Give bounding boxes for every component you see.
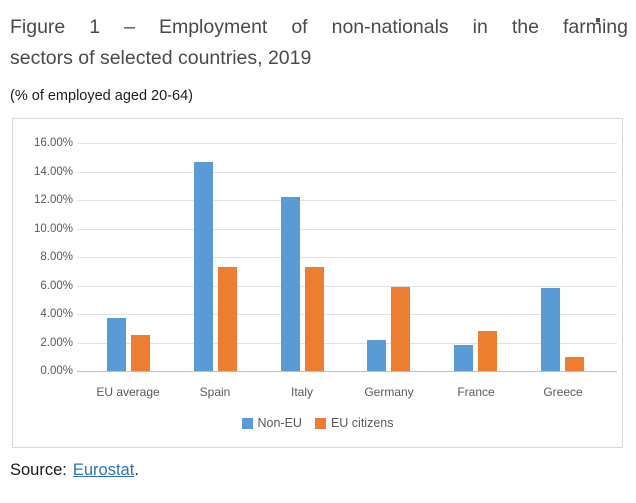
figure-subtitle: (% of employed aged 20-64) [10,88,193,104]
gridline [77,143,617,144]
figure-title: Figure 1 – Employment of non-nationals i… [10,12,628,74]
legend-label-eu-citizens: EU citizens [330,416,394,430]
y-tick-label: 10.00% [33,223,73,235]
category-label-france: France [457,385,495,399]
bar-non-eu-germany [367,340,386,371]
legend: Non-EU EU citizens [241,416,394,430]
bar-non-eu-spain [194,162,213,371]
gridline [77,257,617,258]
speck [596,18,600,22]
bar-non-eu-greece [541,288,560,371]
bar-eu-citizens-germany [391,287,410,371]
y-tick-label: 4.00% [40,308,73,320]
gridline [77,314,617,315]
x-axis-line [77,371,617,372]
source-suffix: . [134,461,139,479]
bar-non-eu-italy [281,197,300,371]
bar-non-eu-eu-average [107,318,126,371]
gridline [77,172,617,173]
legend-item-non-eu: Non-EU [241,416,302,430]
y-tick-label: 16.00% [33,137,73,149]
gridline [77,286,617,287]
category-label-italy: Italy [290,385,313,399]
source-label: Source: [10,461,67,479]
bar-eu-citizens-eu-average [131,335,150,371]
category-label-eu-average: EU average [96,385,160,399]
gridline [77,343,617,344]
gridline [77,229,617,230]
source-link[interactable]: Eurostat [72,461,135,479]
bar-eu-citizens-greece [565,357,584,371]
bar-eu-citizens-spain [218,267,237,371]
gridline [77,200,617,201]
y-tick-label: 8.00% [40,251,73,263]
y-tick-label: 2.00% [40,337,73,349]
y-tick-label: 14.00% [33,166,73,178]
category-label-germany: Germany [364,385,414,399]
bar-eu-citizens-italy [305,267,324,371]
y-tick-label: 12.00% [33,194,73,206]
bar-non-eu-france [454,345,473,371]
source-line: Source: Eurostat. [10,461,139,480]
bar-eu-citizens-france [478,331,497,371]
category-label-greece: Greece [543,385,583,399]
figure-title-line2: sectors of selected countries, 2019 [10,47,312,69]
bar-chart: 0.00% 2.00% 4.00% 6.00% 8.00% 10.00% 12.00% 14.… [12,118,623,448]
legend-item-eu-citizens: EU citizens [314,416,394,430]
legend-swatch-non-eu [241,417,253,429]
figure-title-line1: Figure 1 – Employment of non-nationals i… [10,16,628,38]
y-tick-label: 6.00% [40,280,73,292]
legend-swatch-eu-citizens [314,417,326,429]
y-tick-label: 0.00% [40,365,73,377]
category-label-spain: Spain [199,385,231,399]
legend-label-non-eu: Non-EU [257,416,302,430]
